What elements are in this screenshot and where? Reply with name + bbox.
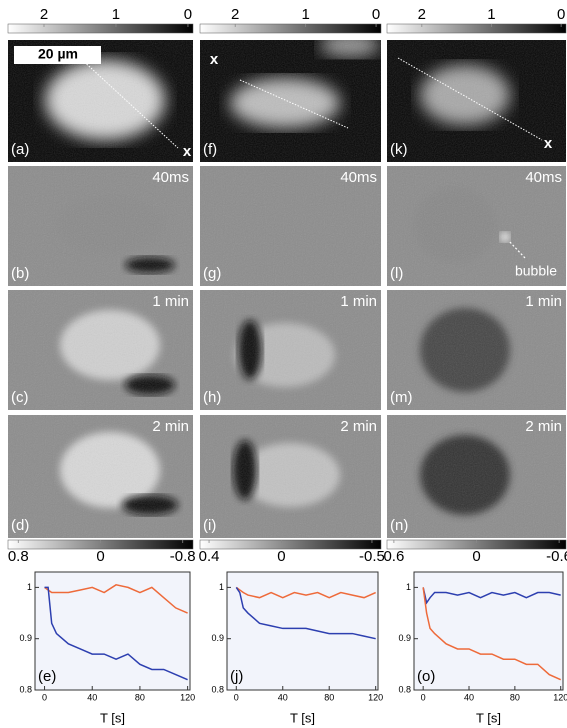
image-panel: (h) 1 min bbox=[200, 290, 381, 410]
x-tick-label: 40 bbox=[278, 692, 288, 702]
y-tick-label: 0.8 bbox=[211, 684, 224, 694]
image bbox=[387, 40, 566, 162]
image-panel: (k) x bbox=[387, 40, 566, 162]
marker: x bbox=[183, 143, 192, 160]
panel-label: (g) bbox=[203, 265, 221, 282]
x-tick-label: 80 bbox=[135, 692, 145, 702]
page: 2 1 0 0.8 0 -0.8 2 1 0 0.4 0 -0.5 2 1 0 0.6 0 -0.6 (a) 20 µ… bbox=[0, 0, 567, 728]
image-panel: (c) 1 min bbox=[8, 290, 193, 410]
time-label: 2 min bbox=[152, 418, 189, 435]
panel-label: (j) bbox=[230, 668, 243, 685]
annotation: bubble bbox=[515, 263, 557, 279]
chart: 0.8 0.9 1 0 40 80 120 (o) T [s] bbox=[398, 572, 567, 725]
x-tick-label: 0 bbox=[421, 692, 426, 702]
plot-area bbox=[35, 572, 190, 690]
x-axis-label: T [s] bbox=[100, 710, 125, 725]
colorbar-tick-label: 2 bbox=[231, 6, 239, 23]
panel-label: (i) bbox=[203, 517, 216, 534]
panel-label: (h) bbox=[203, 389, 221, 406]
time-label: 40ms bbox=[525, 169, 562, 186]
panel-label: (m) bbox=[390, 389, 413, 406]
image bbox=[200, 33, 381, 162]
panel-label: (b) bbox=[11, 265, 29, 282]
y-tick-label: 0.9 bbox=[398, 633, 411, 643]
image-panel: (i) 2 min bbox=[200, 415, 381, 538]
x-axis-label: T [s] bbox=[476, 710, 501, 725]
colorbar-tick-label: 0 bbox=[557, 6, 565, 23]
y-tick-label: 1 bbox=[219, 582, 224, 592]
time-label: 1 min bbox=[340, 293, 377, 310]
x-tick-label: 80 bbox=[324, 692, 334, 702]
y-tick-label: 1 bbox=[406, 582, 411, 592]
x-tick-label: 120 bbox=[553, 692, 567, 702]
time-label: 40ms bbox=[152, 169, 189, 186]
panel-label: (f) bbox=[203, 141, 217, 158]
marker: x bbox=[544, 135, 553, 152]
x-tick-label: 0 bbox=[234, 692, 239, 702]
colorbar-tick-label: 0 bbox=[472, 548, 480, 565]
x-tick-label: 0 bbox=[42, 692, 47, 702]
colorbar-tick-label: -0.8 bbox=[170, 548, 196, 565]
colorbar-tick-label: 1 bbox=[301, 6, 309, 23]
colorbar-tick-label: 2 bbox=[418, 6, 426, 23]
scale-bar-label: 20 µm bbox=[38, 46, 78, 62]
image-panel: (f) x bbox=[200, 33, 381, 162]
y-tick-label: 1 bbox=[27, 582, 32, 592]
colorbar bbox=[8, 24, 193, 33]
panel-label: (a) bbox=[11, 141, 29, 158]
y-tick-label: 0.8 bbox=[398, 684, 411, 694]
colorbar-tick-label: 1 bbox=[112, 6, 120, 23]
x-tick-label: 40 bbox=[87, 692, 97, 702]
panel-label: (e) bbox=[38, 668, 56, 685]
colorbar-tick-label: 0 bbox=[277, 548, 285, 565]
panel-label: (n) bbox=[390, 517, 408, 534]
plot-area bbox=[227, 572, 378, 690]
colorbar-tick-label: 0 bbox=[184, 6, 192, 23]
colorbar-tick-label: 0 bbox=[96, 548, 104, 565]
plot-area bbox=[414, 572, 563, 690]
image-panel: (g) 40ms bbox=[200, 166, 381, 286]
colorbar-tick-label: 0.4 bbox=[199, 548, 220, 565]
colorbar bbox=[200, 540, 381, 549]
colorbar bbox=[387, 24, 566, 33]
colorbar-tick-label: 0.8 bbox=[8, 548, 29, 565]
time-label: 1 min bbox=[152, 293, 189, 310]
y-tick-label: 0.8 bbox=[19, 684, 32, 694]
y-tick-label: 0.9 bbox=[19, 633, 32, 643]
x-tick-label: 40 bbox=[464, 692, 474, 702]
time-label: 1 min bbox=[525, 293, 562, 310]
x-tick-label: 120 bbox=[180, 692, 195, 702]
colorbar bbox=[200, 24, 381, 33]
x-tick-label: 120 bbox=[368, 692, 383, 702]
x-axis-label: T [s] bbox=[290, 710, 315, 725]
panel-label: (l) bbox=[390, 265, 403, 282]
panel-label: (c) bbox=[11, 389, 29, 406]
image-panel: (b) 40ms bbox=[8, 166, 193, 286]
chart: 0.8 0.9 1 0 40 80 120 (j) T [s] bbox=[211, 572, 383, 725]
y-tick-label: 0.9 bbox=[211, 633, 224, 643]
colorbar-tick-label: 1 bbox=[487, 6, 495, 23]
time-label: 40ms bbox=[340, 169, 377, 186]
image-panel: (d) 2 min bbox=[8, 415, 193, 538]
image-panel: (a) 20 µm x bbox=[8, 40, 193, 162]
colorbar-tick-label: -0.6 bbox=[546, 548, 567, 565]
colorbar-tick-label: 2 bbox=[40, 6, 48, 23]
image-noise bbox=[387, 40, 566, 162]
panel-label: (k) bbox=[390, 141, 408, 158]
image-panel: (m) 1 min bbox=[387, 290, 566, 410]
colorbar-tick-label: -0.5 bbox=[359, 548, 385, 565]
time-label: 2 min bbox=[525, 418, 562, 435]
marker: x bbox=[210, 51, 219, 68]
image-noise bbox=[200, 40, 381, 162]
time-label: 2 min bbox=[340, 418, 377, 435]
colorbar-tick-label: 0 bbox=[372, 6, 380, 23]
image-panel: (l) 40ms bubble bbox=[387, 166, 566, 286]
figure: 2 1 0 0.8 0 -0.8 2 1 0 0.4 0 -0.5 2 1 0 0.6 0 -0.6 (a) 20 µ… bbox=[0, 0, 567, 728]
x-tick-label: 80 bbox=[510, 692, 520, 702]
colorbar-tick-label: 0.6 bbox=[383, 548, 404, 565]
panel-label: (d) bbox=[11, 517, 29, 534]
image-panel: (n) 2 min bbox=[387, 415, 566, 538]
panel-label: (o) bbox=[417, 668, 435, 685]
chart: 0.8 0.9 1 0 40 80 120 (e) T [s] bbox=[19, 572, 195, 725]
